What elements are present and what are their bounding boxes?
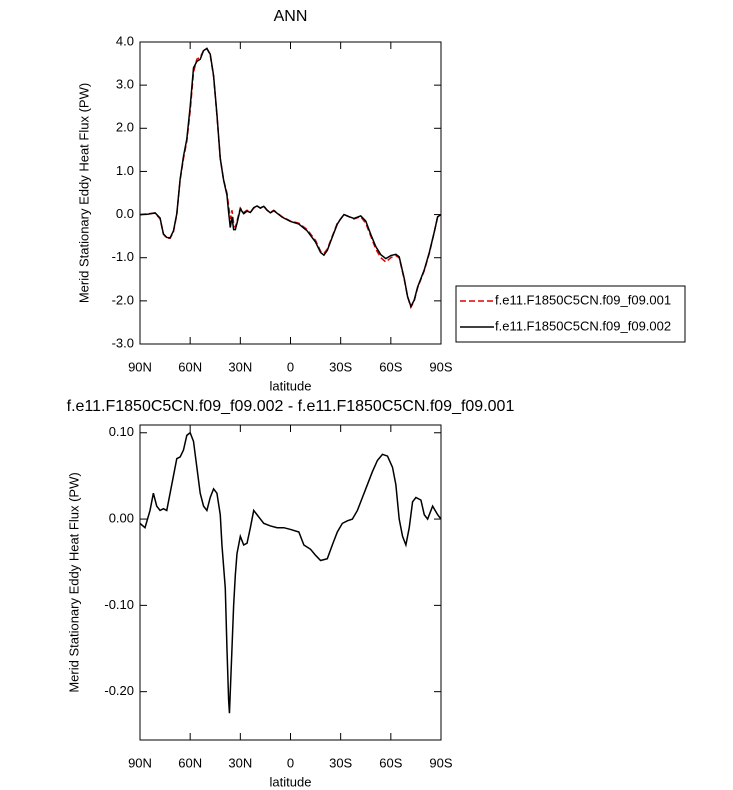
legend-label: f.e11.F1850C5CN.f09_f09.001 <box>495 292 671 307</box>
data-line <box>139 47 442 310</box>
x-axis-label: latitude <box>270 774 312 789</box>
x-tick-label: 90S <box>429 359 452 374</box>
y-tick-label: 3.0 <box>116 77 134 92</box>
x-tick-label: 90S <box>429 755 452 770</box>
y-tick-label: 4.0 <box>116 33 134 48</box>
y-tick-label: -1.0 <box>112 249 134 264</box>
x-tick-label: 60N <box>178 359 202 374</box>
x-tick-label: 30S <box>329 359 352 374</box>
x-tick-label: 90N <box>128 359 152 374</box>
data-line <box>139 431 442 714</box>
y-tick-label: -0.10 <box>104 597 134 612</box>
y-axis-label: Merid Stationary Eddy Heat Flux (PW) <box>76 83 91 303</box>
y-axis-label: Merid Stationary Eddy Heat Flux (PW) <box>66 472 81 692</box>
x-tick-label: 0 <box>287 755 294 770</box>
x-tick-label: 30N <box>228 359 252 374</box>
y-tick-label: 1.0 <box>116 163 134 178</box>
plot-frame <box>139 424 442 741</box>
chart-title: f.e11.F1850C5CN.f09_f09.002 - f.e11.F185… <box>67 398 515 415</box>
chart-title: ANN <box>274 8 308 25</box>
y-tick-label: -2.0 <box>112 292 134 307</box>
y-tick-label: 0.0 <box>116 206 134 221</box>
x-tick-label: 90N <box>128 755 152 770</box>
y-tick-label: 2.0 <box>116 120 134 135</box>
y-tick-label: 0.10 <box>109 424 134 439</box>
legend-box <box>455 285 686 343</box>
y-tick-label: -3.0 <box>112 335 134 350</box>
x-tick-label: 0 <box>287 359 294 374</box>
x-axis-label: latitude <box>270 378 312 393</box>
x-tick-label: 30N <box>228 755 252 770</box>
y-tick-label: -0.20 <box>104 683 134 698</box>
x-tick-label: 30S <box>329 755 352 770</box>
x-tick-label: 60N <box>178 755 202 770</box>
x-tick-label: 60S <box>379 359 402 374</box>
data-line <box>139 47 442 309</box>
legend-label: f.e11.F1850C5CN.f09_f09.002 <box>495 318 671 333</box>
plot-frame <box>139 41 442 345</box>
x-tick-label: 60S <box>379 755 402 770</box>
y-tick-label: 0.00 <box>109 511 134 526</box>
